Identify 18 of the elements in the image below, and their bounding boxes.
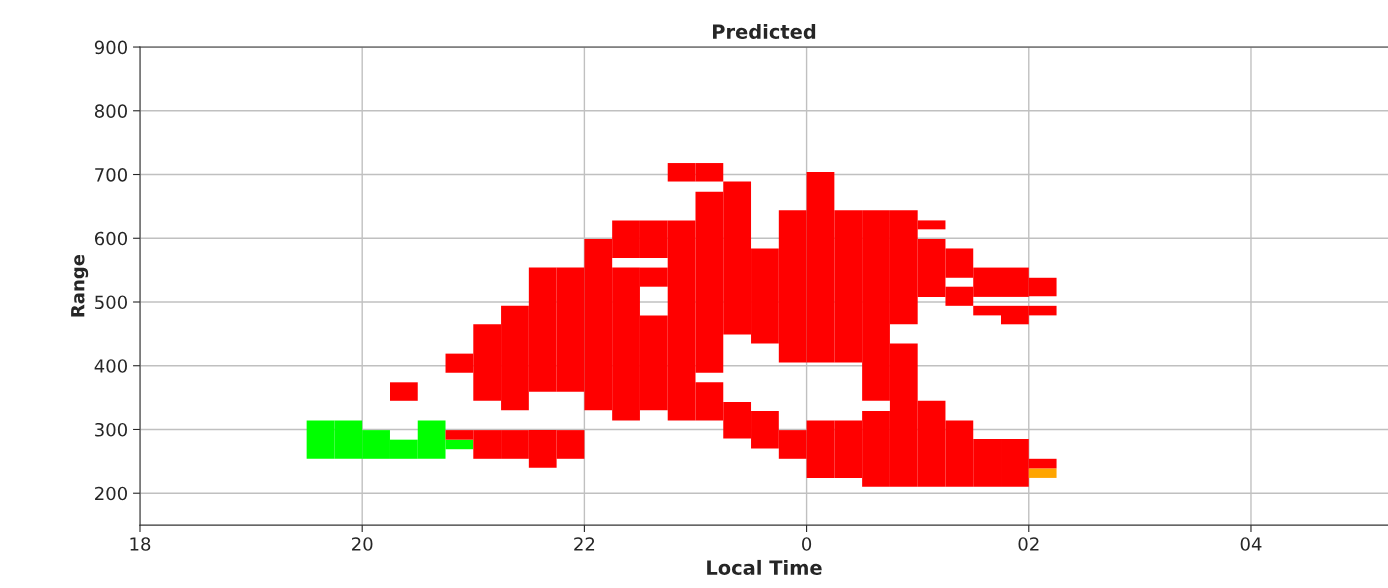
y-tick-label: 400 xyxy=(94,359,127,373)
y-tick-label: 900 xyxy=(94,40,127,55)
x-tick-label: 18 xyxy=(130,537,151,551)
x-tick-label: 02 xyxy=(1018,537,1039,551)
y-tick-label: 600 xyxy=(94,231,127,246)
y-tick-label: 200 xyxy=(95,486,127,501)
y-tick-label: 300 xyxy=(95,422,127,437)
x-tick-label: 0 xyxy=(802,537,812,551)
x-tick-label: 22 xyxy=(574,537,595,551)
y-tick-label: 500 xyxy=(95,295,127,310)
chart-title: Predicted xyxy=(713,23,816,39)
x-tick-label: 04 xyxy=(1240,537,1262,551)
y-tick-label: 800 xyxy=(94,104,127,118)
y-tick-label: 700 xyxy=(95,167,127,182)
bar xyxy=(1028,468,1057,478)
y-axis-title: Range xyxy=(71,254,89,317)
x-axis-title: Local Time xyxy=(707,559,822,575)
x-tick-label: 20 xyxy=(352,537,373,551)
